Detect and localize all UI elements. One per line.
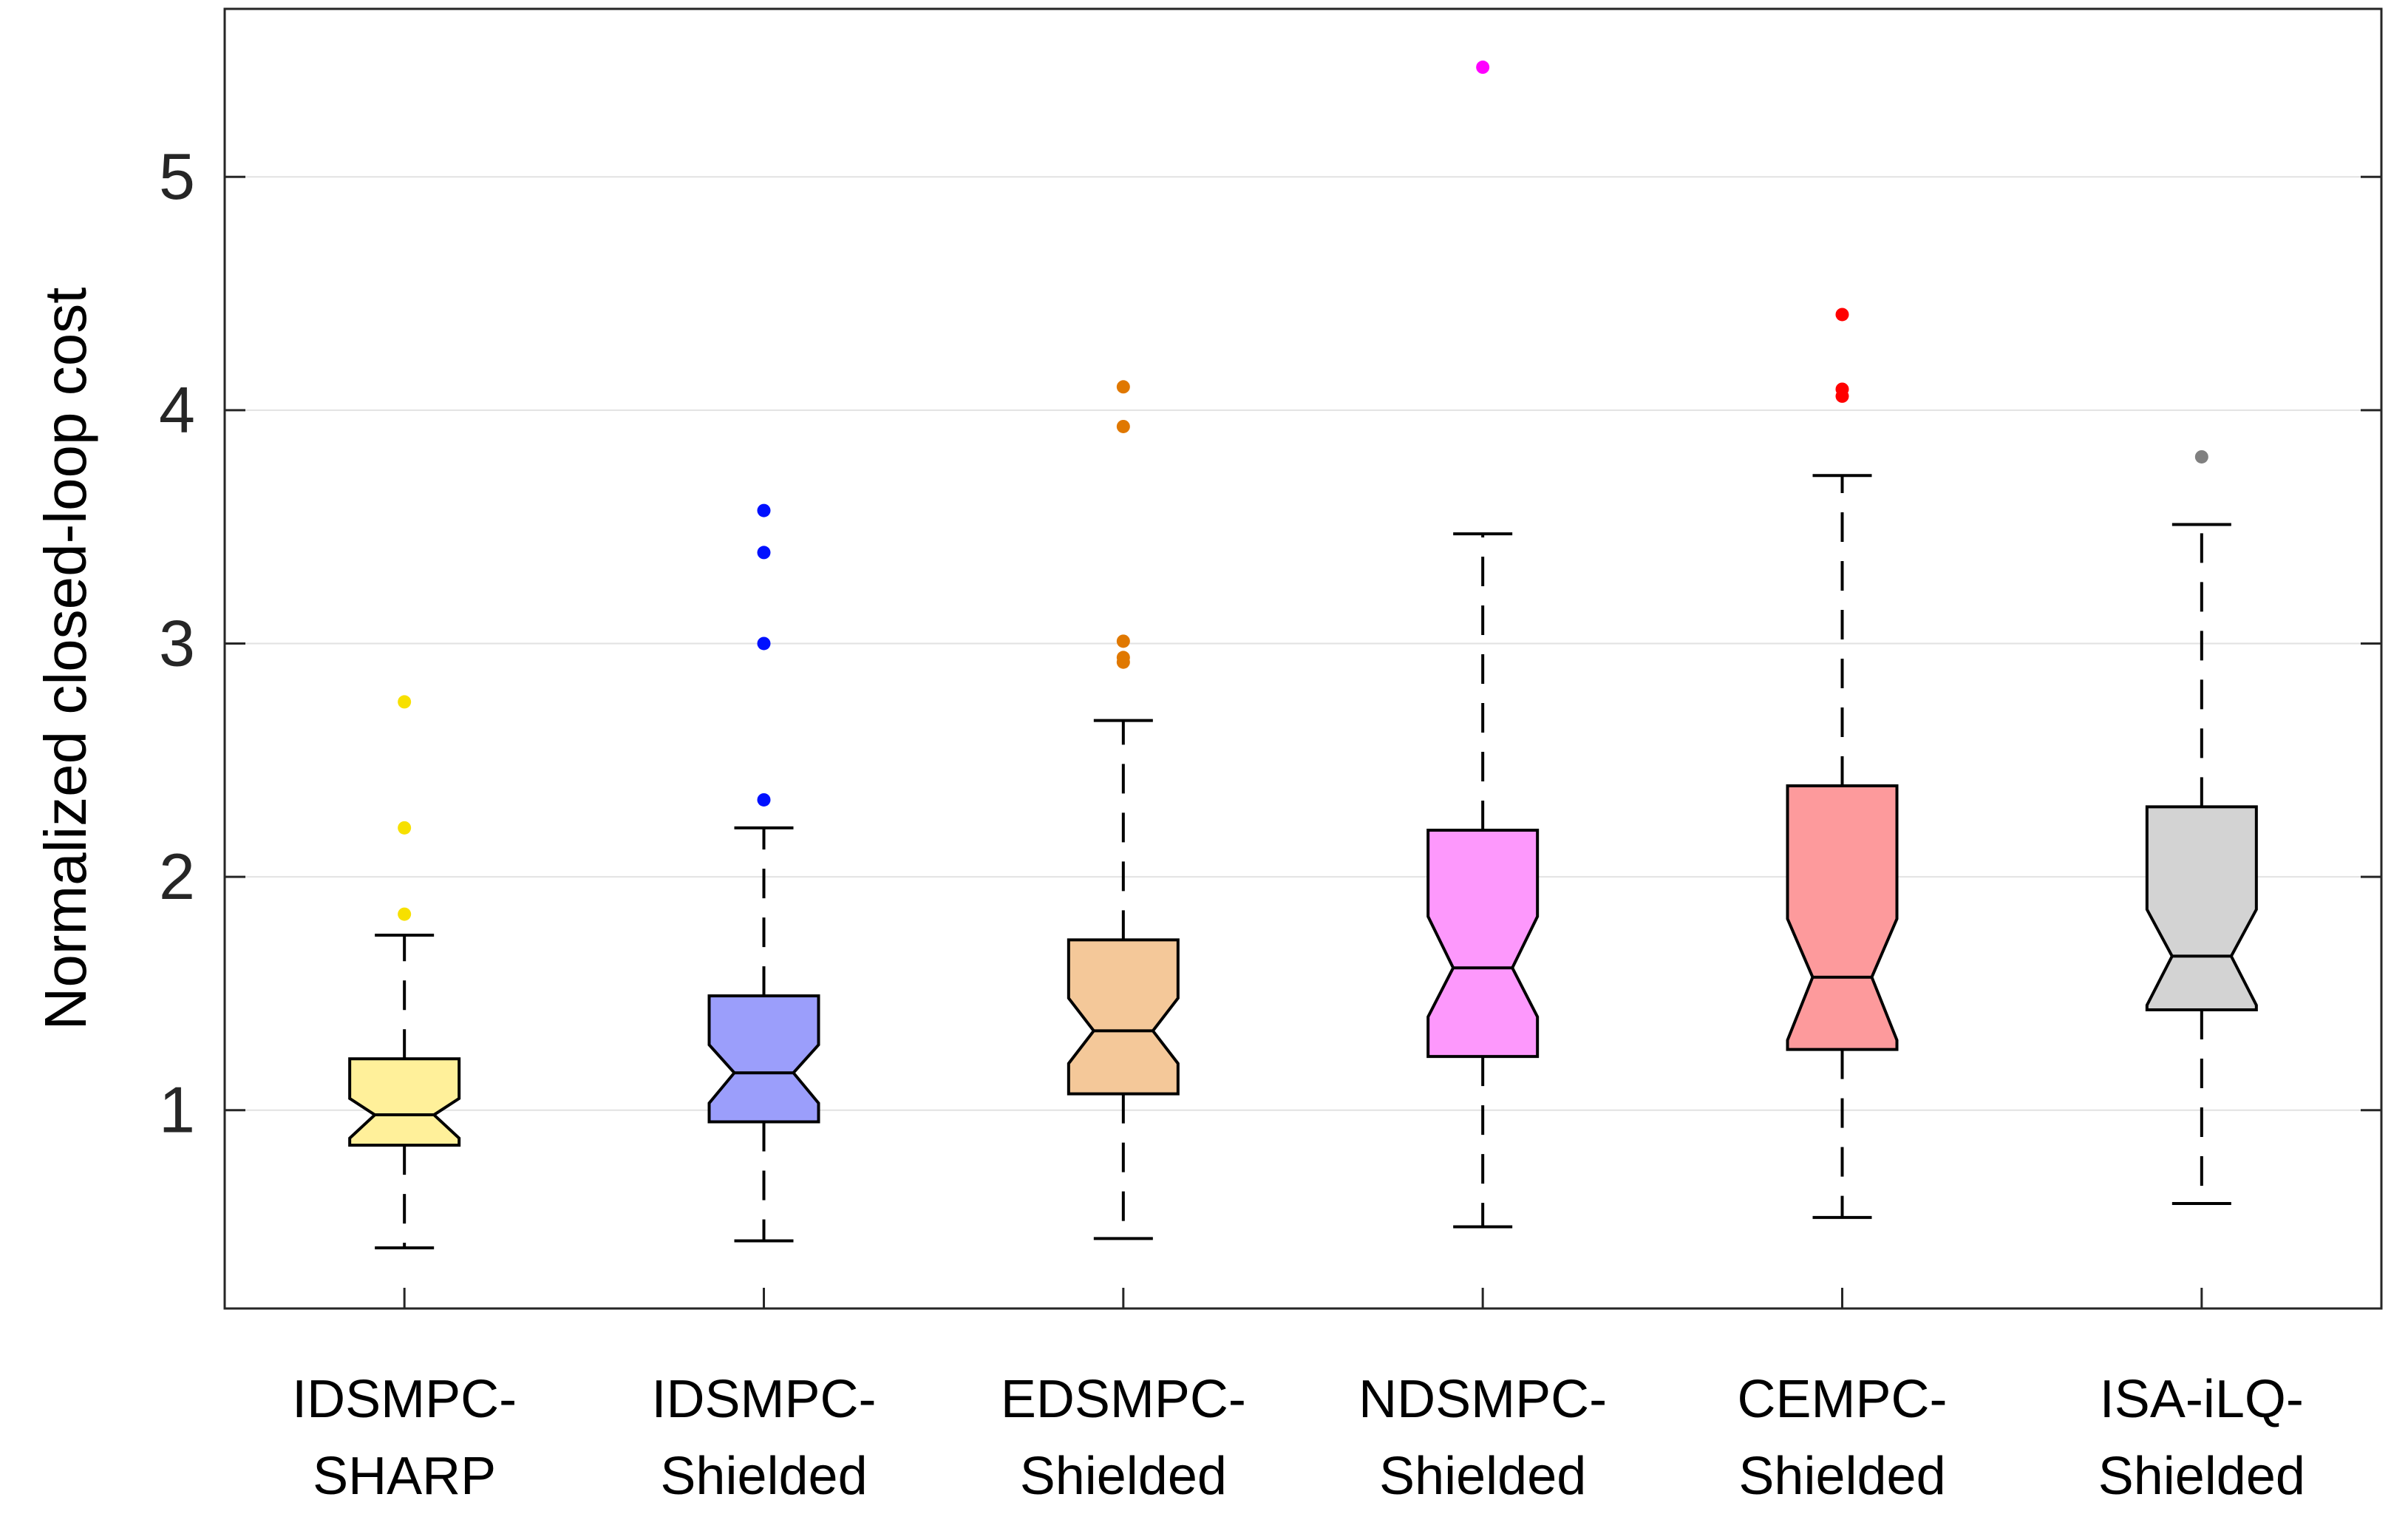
outlier-point: [757, 546, 771, 560]
box-body: [2145, 805, 2258, 1012]
y-tick-label: 1: [159, 1073, 195, 1147]
outlier-point: [757, 792, 771, 807]
outlier-point: [1116, 419, 1130, 433]
box-group: [1067, 380, 1180, 1240]
outlier-point: [2194, 449, 2208, 464]
box-plots: [348, 60, 2258, 1249]
outlier-point: [1116, 380, 1130, 394]
x-tick-label: EDSMPC-: [1001, 1370, 1246, 1429]
box-body: [1067, 938, 1180, 1096]
outlier-point: [398, 695, 412, 709]
y-tick-label: 2: [159, 840, 195, 913]
y-tick-label: 3: [159, 606, 195, 679]
x-tick-label: Shielded: [1020, 1447, 1227, 1506]
box-group: [1786, 308, 1899, 1219]
grid-lines: [225, 176, 2381, 1111]
x-tick-label: Shielded: [2098, 1447, 2305, 1506]
outlier-point: [398, 907, 412, 921]
y-tick-label: 4: [159, 373, 195, 447]
tick-labels: 1 2 3 4 5 IDSMPC- SHARP IDSMPC- Shielded EDSMPC- S…: [159, 140, 2305, 1506]
y-tick-label: 5: [159, 140, 195, 213]
box-group: [1426, 60, 1540, 1229]
x-tick-label: ISA-iLQ-: [2100, 1370, 2304, 1429]
box-group: [707, 503, 820, 1243]
x-tick-label: Shielded: [1738, 1447, 1945, 1506]
outlier-point: [398, 821, 412, 835]
box-group: [348, 695, 461, 1249]
box-body: [707, 994, 820, 1124]
outlier-point: [757, 636, 771, 651]
outlier-point: [1835, 308, 1849, 322]
x-tick-label: NDSMPC-: [1358, 1370, 1607, 1429]
outlier-point: [1835, 382, 1849, 396]
plot-frame: [223, 7, 2383, 1310]
box-body: [1426, 828, 1540, 1059]
box-body: [348, 1057, 461, 1147]
axis-ticks: [225, 175, 2381, 1308]
outlier-point: [1476, 60, 1490, 74]
x-tick-label: IDSMPC-: [292, 1370, 517, 1429]
x-tick-label: IDSMPC-: [652, 1370, 877, 1429]
x-tick-label: SHARP: [313, 1447, 496, 1506]
box-group: [2145, 449, 2258, 1205]
x-tick-label: Shielded: [660, 1447, 867, 1506]
outlier-point: [1116, 634, 1130, 648]
x-tick-label: CEMPC-: [1738, 1370, 1948, 1429]
x-tick-label: Shielded: [1379, 1447, 1586, 1506]
outlier-point: [1116, 651, 1130, 665]
outlier-point: [757, 503, 771, 517]
y-axis-label: Normalized closed-loop cost: [33, 288, 98, 1031]
box-body: [1786, 784, 1899, 1051]
